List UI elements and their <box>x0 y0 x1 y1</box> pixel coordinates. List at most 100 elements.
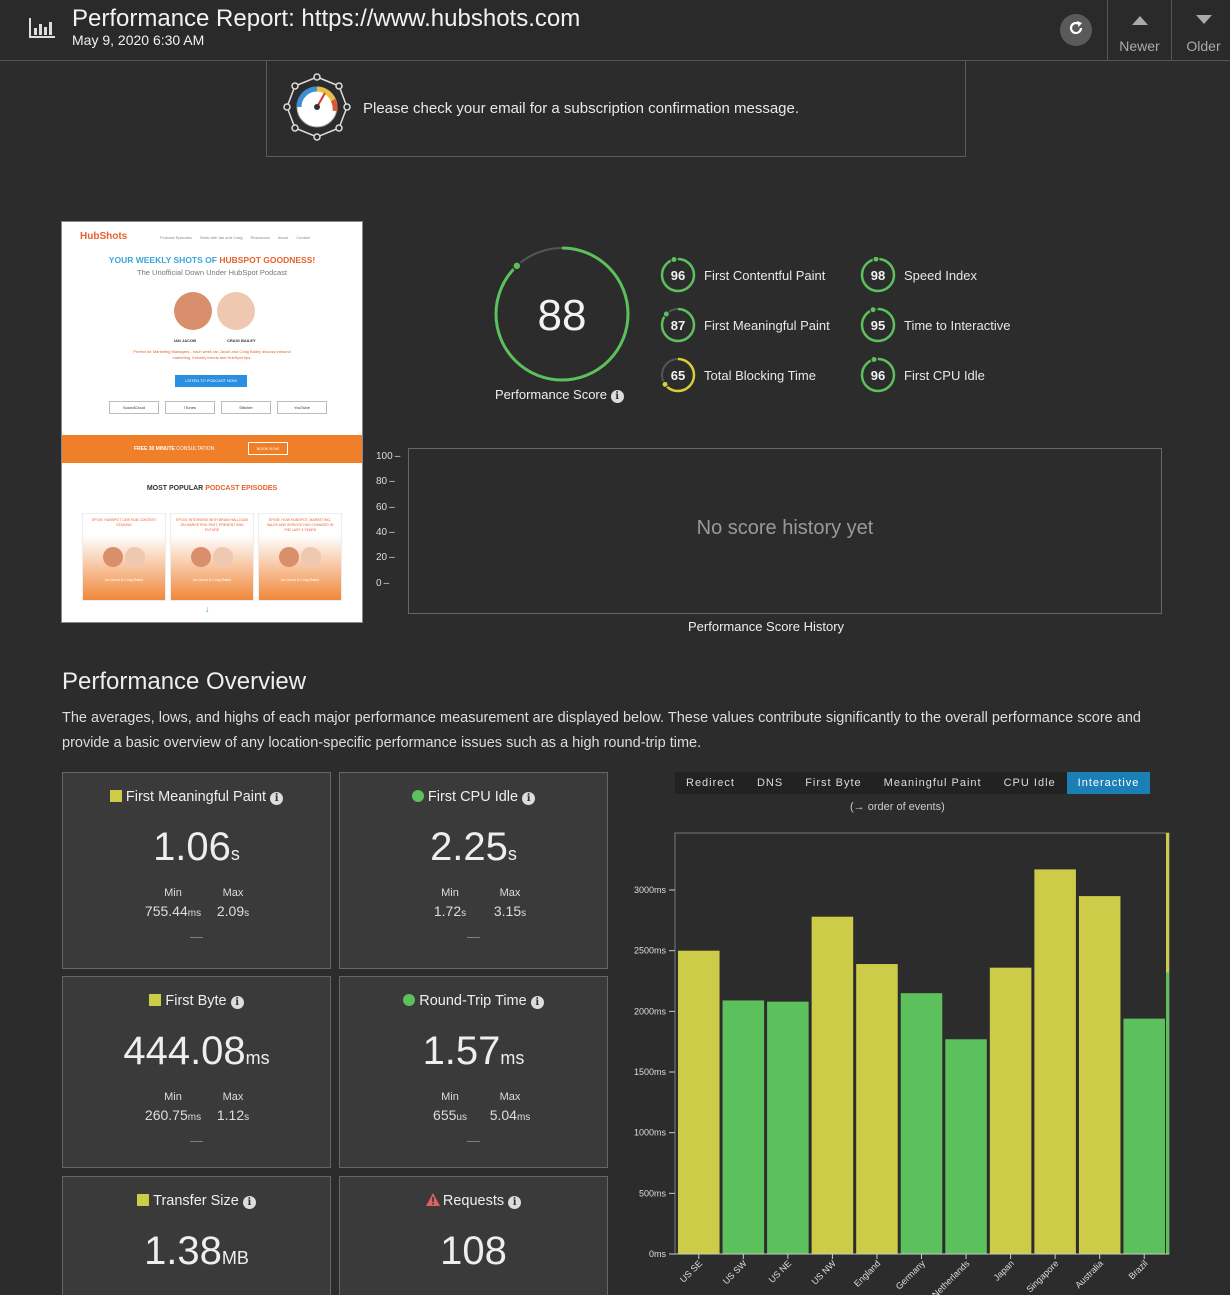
overview-title: Performance Overview <box>62 668 307 695</box>
older-button[interactable]: Older <box>1171 0 1230 60</box>
tab-cpu-idle[interactable]: CPU Idle <box>1003 777 1056 789</box>
card-value: 1.06s <box>63 825 330 870</box>
platform-badge: Stitcher <box>221 401 271 414</box>
min-number: 1.72 <box>433 903 462 919</box>
metric-item: 98 Speed Index <box>860 257 977 293</box>
metric-marker <box>661 380 669 388</box>
tab-redirect[interactable]: Redirect <box>686 777 735 789</box>
card-value: 444.08ms <box>63 1029 330 1074</box>
bar <box>945 1039 987 1254</box>
card-value-number: 444.08 <box>123 1029 246 1073</box>
tab-dns[interactable]: DNS <box>756 777 784 789</box>
card-value-unit: ms <box>500 1048 525 1068</box>
max-unit: ms <box>516 1112 531 1123</box>
x-tick-label: US NW <box>810 1258 839 1287</box>
history-tick-label: 80 <box>376 476 388 488</box>
max-label: Max <box>499 887 521 899</box>
tab-interactive[interactable]: Interactive <box>1066 772 1151 794</box>
metric-value: 96 <box>671 268 685 283</box>
location-bar-chart: 0ms 500ms 1000ms 1500ms 2000ms 2500ms 3000ms US… <box>634 832 1170 1295</box>
thumb-banner-text: FREE 30 MINUTE CONSULTATION <box>134 446 214 452</box>
refresh-button[interactable] <box>1060 14 1092 46</box>
y-tick-label: 3000ms <box>634 885 667 895</box>
episode-card: EP193: INTERVIEW WITH BRIAN HALLIGAN ON … <box>170 513 254 601</box>
episode-title: EP193: HUBSPOT CMS HUB CONTENT STAGING <box>91 518 157 527</box>
min-label: Min <box>441 1091 459 1103</box>
y-tick-label: 500ms <box>639 1188 667 1198</box>
older-label: Older <box>1186 38 1221 54</box>
tab-meaningful-paint[interactable]: Meaningful Paint <box>883 777 982 789</box>
max-number: 1.12 <box>216 1107 245 1123</box>
info-icon[interactable]: i <box>230 996 244 1009</box>
platform-badge: SoundCloud <box>109 401 159 414</box>
x-tick-label: Japan <box>992 1258 1016 1282</box>
history-tick: 60– <box>376 502 406 513</box>
card-divider: — <box>190 1133 203 1148</box>
card-value: 2.25s <box>340 825 607 870</box>
card-divider: — <box>467 1133 480 1148</box>
info-icon[interactable]: i <box>242 1196 256 1209</box>
metric-label: First Meaningful Paint <box>704 317 830 333</box>
metric-item: 96 First CPU Idle <box>860 357 985 393</box>
metric-item: 95 Time to Interactive <box>860 307 1010 343</box>
card-title: First CPU Idle i <box>340 789 607 805</box>
card-title-text: First CPU Idle <box>427 789 519 805</box>
metric-label: First CPU Idle <box>904 367 985 383</box>
info-icon[interactable]: i <box>508 1196 522 1209</box>
metric-value: 96 <box>871 368 885 383</box>
metric-marker <box>870 357 878 364</box>
history-tick: 100– <box>376 451 406 462</box>
bar <box>900 993 943 1254</box>
bar <box>678 950 720 1254</box>
tab-first-byte[interactable]: First Byte <box>805 777 862 789</box>
min-unit: ms <box>187 1112 202 1123</box>
thumb-logo: HubShots <box>80 231 128 242</box>
metric-arc <box>660 307 696 343</box>
metric-arc <box>860 307 896 343</box>
episode-hosts: Ian Jacob & Craig Bailey <box>192 578 232 582</box>
episode-hosts: Ian Jacob & Craig Bailey <box>280 578 320 582</box>
card-title: Transfer Size i <box>63 1193 330 1209</box>
min-value: 755.44ms <box>123 903 223 919</box>
overview-description: The averages, lows, and highs of each ma… <box>62 710 1141 751</box>
info-icon[interactable]: i <box>610 390 624 403</box>
metric-marker <box>869 307 877 314</box>
x-tick-label: Australia <box>1073 1258 1105 1290</box>
metric-arc <box>660 257 696 293</box>
thumb-headline-a: YOUR WEEKLY SHOTS OF <box>108 255 220 265</box>
history-tick-label: 100 <box>376 451 393 462</box>
min-value: 260.75ms <box>123 1107 223 1123</box>
card-title: Requests i <box>340 1193 607 1209</box>
history-empty-message: No score history yet <box>696 517 874 539</box>
history-tick-mark: – <box>389 526 395 538</box>
history-tick: 0– <box>376 578 406 589</box>
bar <box>811 916 854 1254</box>
episode-card: EP193: HUBSPOT CMS HUB CONTENT STAGING I… <box>82 513 166 601</box>
history-tick-mark: – <box>394 451 401 462</box>
min-number: 260.75 <box>144 1107 188 1123</box>
bar <box>722 1000 765 1254</box>
card-value-number: 1.57 <box>422 1029 501 1073</box>
metric-card: Transfer Size i 1.38MB <box>62 1176 331 1295</box>
y-tick-label: 1500ms <box>634 1067 667 1077</box>
newer-button[interactable]: Newer <box>1107 0 1171 60</box>
info-icon[interactable]: i <box>270 792 284 805</box>
episode-hosts: Ian Jacob & Craig Bailey <box>104 578 144 582</box>
card-value-number: 1.06 <box>153 825 231 869</box>
metric-ring: 98 <box>860 257 896 293</box>
card-value-unit: s <box>230 844 240 864</box>
metric-value: 95 <box>871 318 885 333</box>
episode-title: EP193: INTERVIEW WITH BRIAN HALLIGAN ON … <box>176 518 248 532</box>
card-title: First Byte i <box>63 993 330 1009</box>
min-unit: ms <box>187 908 202 919</box>
history-caption: Performance Score History <box>688 619 845 634</box>
info-icon[interactable]: i <box>530 996 544 1009</box>
metric-ring: 65 <box>660 357 696 393</box>
thumb-nav-item: Work with Ian and Craig <box>200 235 243 240</box>
threshold-band <box>1166 833 1169 973</box>
card-title-text: First Byte <box>165 993 227 1009</box>
host2-name: CRAIG BAILEY <box>227 338 256 343</box>
info-icon[interactable]: i <box>522 792 536 805</box>
max-value: 5.04ms <box>475 1107 545 1123</box>
score-label-text: Performance Score <box>495 387 607 402</box>
